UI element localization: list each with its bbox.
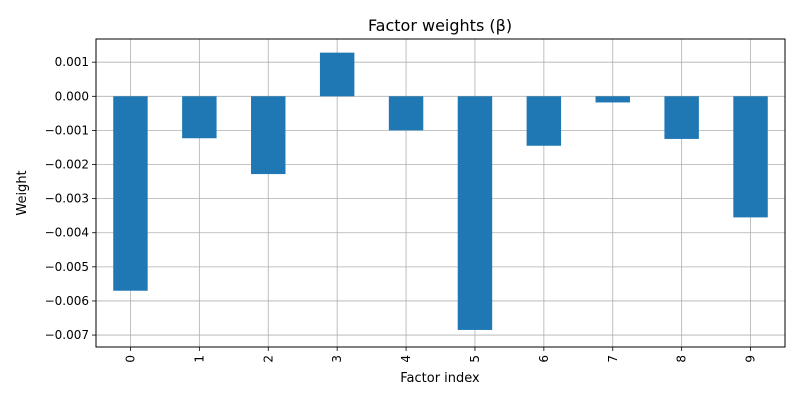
x-axis-label: Factor index: [400, 371, 480, 386]
y-tick-label: −0.002: [45, 158, 89, 172]
chart-title: Factor weights (β): [368, 16, 512, 35]
bars: [113, 52, 768, 330]
bar-8: [664, 96, 699, 139]
y-tick-label: −0.004: [45, 226, 89, 240]
x-axis-ticks: 0 1 2 3 4 5 6 7 8 9: [123, 347, 758, 363]
bar-1: [182, 96, 217, 139]
x-tick-label: 6: [537, 355, 551, 363]
y-tick-label: −0.007: [45, 328, 89, 342]
y-tick-label: 0.000: [55, 89, 89, 103]
y-tick-label: −0.003: [45, 192, 89, 206]
bar-3: [319, 52, 355, 97]
bar-4: [388, 96, 424, 131]
x-tick-label: 3: [330, 355, 344, 363]
x-tick-label: 5: [468, 355, 482, 363]
plot-frame: [95, 38, 786, 348]
bar-2: [251, 96, 286, 175]
x-tick-label: 8: [675, 355, 689, 363]
bar-5: [457, 96, 493, 330]
y-tick-label: −0.006: [45, 294, 89, 308]
x-tick-label: 4: [399, 355, 413, 363]
x-tick-label: 1: [192, 355, 206, 363]
y-tick-label: −0.005: [45, 260, 89, 274]
x-tick-label: 7: [606, 355, 620, 363]
y-axis-ticks: 0.001 0.000 −0.001 −0.002 −0.003 −0.004 −0.005…: [45, 55, 96, 342]
bar-7: [595, 96, 630, 103]
grid-lines: [96, 39, 785, 347]
x-tick-label: 9: [744, 355, 758, 363]
y-tick-label: 0.001: [55, 55, 89, 69]
y-tick-label: −0.001: [45, 123, 89, 137]
bar-9: [733, 96, 768, 218]
x-tick-label: 2: [261, 355, 275, 363]
bar-0: [113, 96, 148, 291]
x-tick-label: 0: [123, 355, 137, 363]
bar-6: [526, 96, 562, 146]
y-axis-label: Weight: [15, 170, 30, 215]
